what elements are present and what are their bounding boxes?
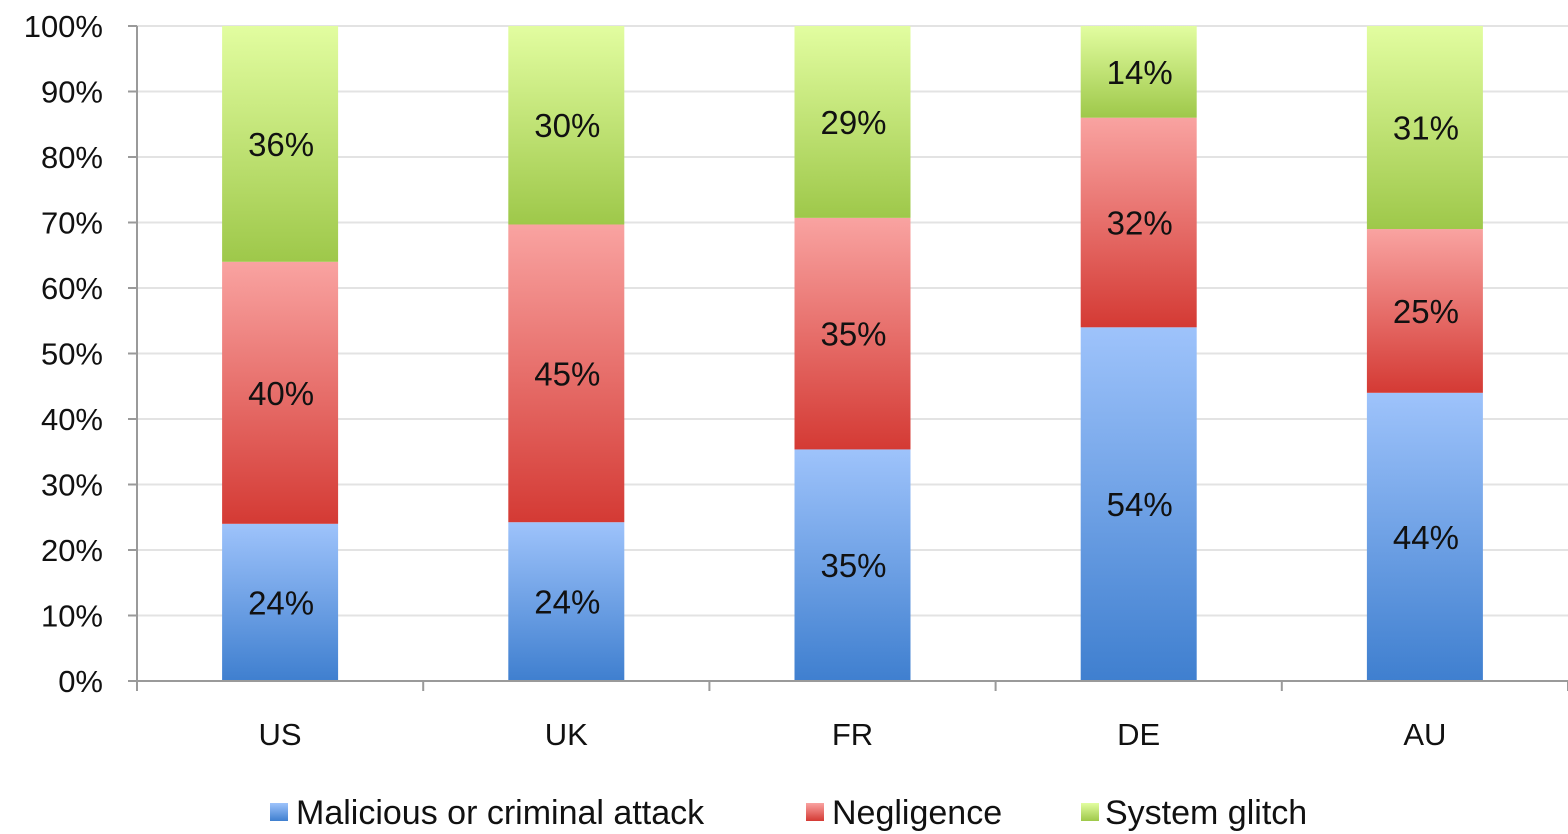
data-label: 35% xyxy=(820,316,886,353)
bar-segment xyxy=(222,26,339,262)
y-tick-label: 90% xyxy=(41,75,103,110)
bar-segment xyxy=(1080,117,1197,328)
bar-segment xyxy=(1366,392,1483,681)
legend-label: Malicious or criminal attack xyxy=(296,794,705,832)
legend-label: System glitch xyxy=(1105,794,1307,832)
y-tick-label: 50% xyxy=(41,337,103,372)
bar-segment xyxy=(222,261,339,524)
y-tick-label: 20% xyxy=(41,533,103,568)
data-label: 30% xyxy=(534,107,600,144)
data-label: 54% xyxy=(1107,486,1173,523)
data-label: 35% xyxy=(820,547,886,584)
bar-segment xyxy=(508,224,625,523)
legend-label: Negligence xyxy=(832,794,1002,832)
bar-segment xyxy=(794,449,911,681)
x-tick-label: UK xyxy=(545,717,588,752)
y-tick-label: 10% xyxy=(41,599,103,634)
data-label: 29% xyxy=(820,104,886,141)
data-label: 45% xyxy=(534,355,600,392)
y-tick-label: 0% xyxy=(58,664,103,699)
bar-segment xyxy=(1366,229,1483,393)
bar-segment xyxy=(508,522,625,681)
axes: 0% 10% 20% 30% 40% 50% 60% 70% 80% 90% 100% US UK FR D… xyxy=(24,9,1568,752)
y-tick-label: 40% xyxy=(41,402,103,437)
bar-segment xyxy=(222,523,339,681)
data-label: 31% xyxy=(1393,110,1459,147)
legend-swatch xyxy=(270,803,288,821)
bar-segment xyxy=(508,26,625,225)
bar-segment xyxy=(794,26,911,218)
y-tick-label: 60% xyxy=(41,271,103,306)
legend-swatch xyxy=(1081,803,1099,821)
bars xyxy=(222,26,1483,681)
data-label: 36% xyxy=(248,126,314,163)
x-tick-label: AU xyxy=(1403,717,1446,752)
bar-segment xyxy=(1366,26,1483,230)
data-label: 24% xyxy=(534,584,600,621)
x-tick-label: FR xyxy=(832,717,873,752)
y-tick-label: 30% xyxy=(41,468,103,503)
bar-segment xyxy=(1080,26,1197,118)
data-label: 25% xyxy=(1393,293,1459,330)
data-label: 14% xyxy=(1107,54,1173,91)
data-label: 32% xyxy=(1107,205,1173,242)
legend: Malicious or criminal attack Negligence Sy… xyxy=(270,794,1307,832)
legend-swatch xyxy=(806,803,824,821)
data-label: 40% xyxy=(248,375,314,412)
data-label: 24% xyxy=(248,584,314,621)
x-tick-label: DE xyxy=(1117,717,1160,752)
y-tick-label: 70% xyxy=(41,206,103,241)
y-tick-label: 100% xyxy=(24,9,103,44)
bar-segment xyxy=(794,217,911,450)
data-labels: 24% 40% 36% 24% 45% 30% 35% 35% 29% 54% 32% 14% 44% 2… xyxy=(248,54,1459,622)
data-label: 44% xyxy=(1393,519,1459,556)
y-tick-label: 80% xyxy=(41,140,103,175)
x-tick-label: US xyxy=(259,717,302,752)
bar-segment xyxy=(1080,327,1197,681)
